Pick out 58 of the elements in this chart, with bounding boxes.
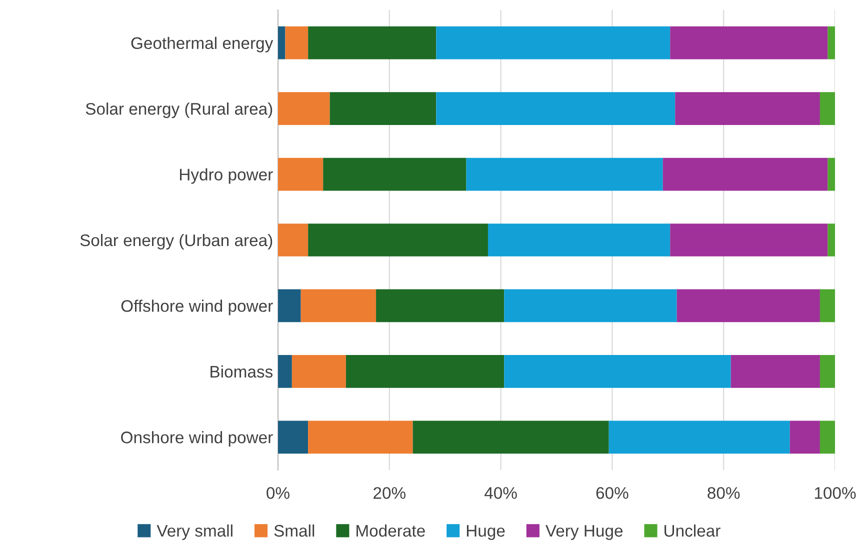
bar bbox=[278, 158, 324, 191]
bar bbox=[308, 26, 436, 60]
x-tick-label: 0% bbox=[266, 487, 290, 499]
bar bbox=[504, 355, 731, 388]
bar bbox=[308, 420, 413, 454]
bar bbox=[670, 224, 828, 256]
bar bbox=[330, 92, 436, 125]
bar bbox=[278, 355, 292, 388]
x-tick-label: 20% bbox=[374, 487, 406, 499]
legend-label: Small bbox=[274, 524, 314, 537]
bar bbox=[285, 26, 308, 60]
legend-label: Very small bbox=[156, 524, 232, 540]
y-tick-label: Solar energy (Urban area) bbox=[80, 234, 272, 250]
bar bbox=[292, 355, 346, 388]
bar bbox=[412, 420, 609, 454]
bar bbox=[662, 158, 828, 191]
bar bbox=[278, 26, 286, 60]
bar bbox=[466, 158, 663, 191]
bar bbox=[820, 355, 835, 388]
bar bbox=[820, 92, 835, 125]
bar bbox=[730, 355, 820, 388]
y-tick-label: Biomass bbox=[210, 365, 273, 378]
bar bbox=[323, 158, 466, 191]
bar bbox=[828, 224, 835, 256]
y-tick-label: Offshore wind power bbox=[121, 300, 273, 316]
bar bbox=[675, 92, 820, 125]
legend-label: Huge bbox=[466, 525, 505, 540]
x-tick-label: 80% bbox=[708, 487, 740, 499]
bar bbox=[820, 289, 835, 322]
bar bbox=[278, 224, 308, 256]
bar bbox=[488, 224, 670, 256]
bar bbox=[278, 420, 308, 454]
bar bbox=[504, 289, 677, 322]
bar bbox=[300, 289, 376, 322]
legend-label: Very Huge bbox=[546, 525, 623, 540]
legend-label: Moderate bbox=[356, 524, 425, 537]
legend-label: Unclear bbox=[664, 524, 720, 537]
bar bbox=[436, 26, 670, 60]
bar bbox=[670, 26, 828, 60]
bar bbox=[376, 289, 504, 322]
y-tick-label: Solar energy (Rural area) bbox=[86, 102, 272, 118]
bar bbox=[278, 289, 301, 322]
bar bbox=[436, 92, 676, 125]
y-tick-label: Geothermal energy bbox=[131, 36, 274, 52]
bar bbox=[676, 289, 820, 322]
y-tick-label: Hydro power bbox=[180, 168, 273, 184]
x-tick-label: 60% bbox=[596, 487, 628, 499]
bar bbox=[608, 420, 790, 454]
bar bbox=[828, 158, 835, 191]
bar bbox=[828, 26, 835, 60]
bar bbox=[308, 224, 488, 256]
bar bbox=[278, 92, 330, 125]
x-tick-label: 40% bbox=[484, 487, 517, 499]
bar bbox=[820, 420, 835, 454]
bar bbox=[790, 420, 820, 454]
x-tick-label: 100% bbox=[814, 487, 856, 499]
bar bbox=[346, 355, 504, 388]
y-tick-label: Onshore wind power bbox=[121, 431, 273, 447]
